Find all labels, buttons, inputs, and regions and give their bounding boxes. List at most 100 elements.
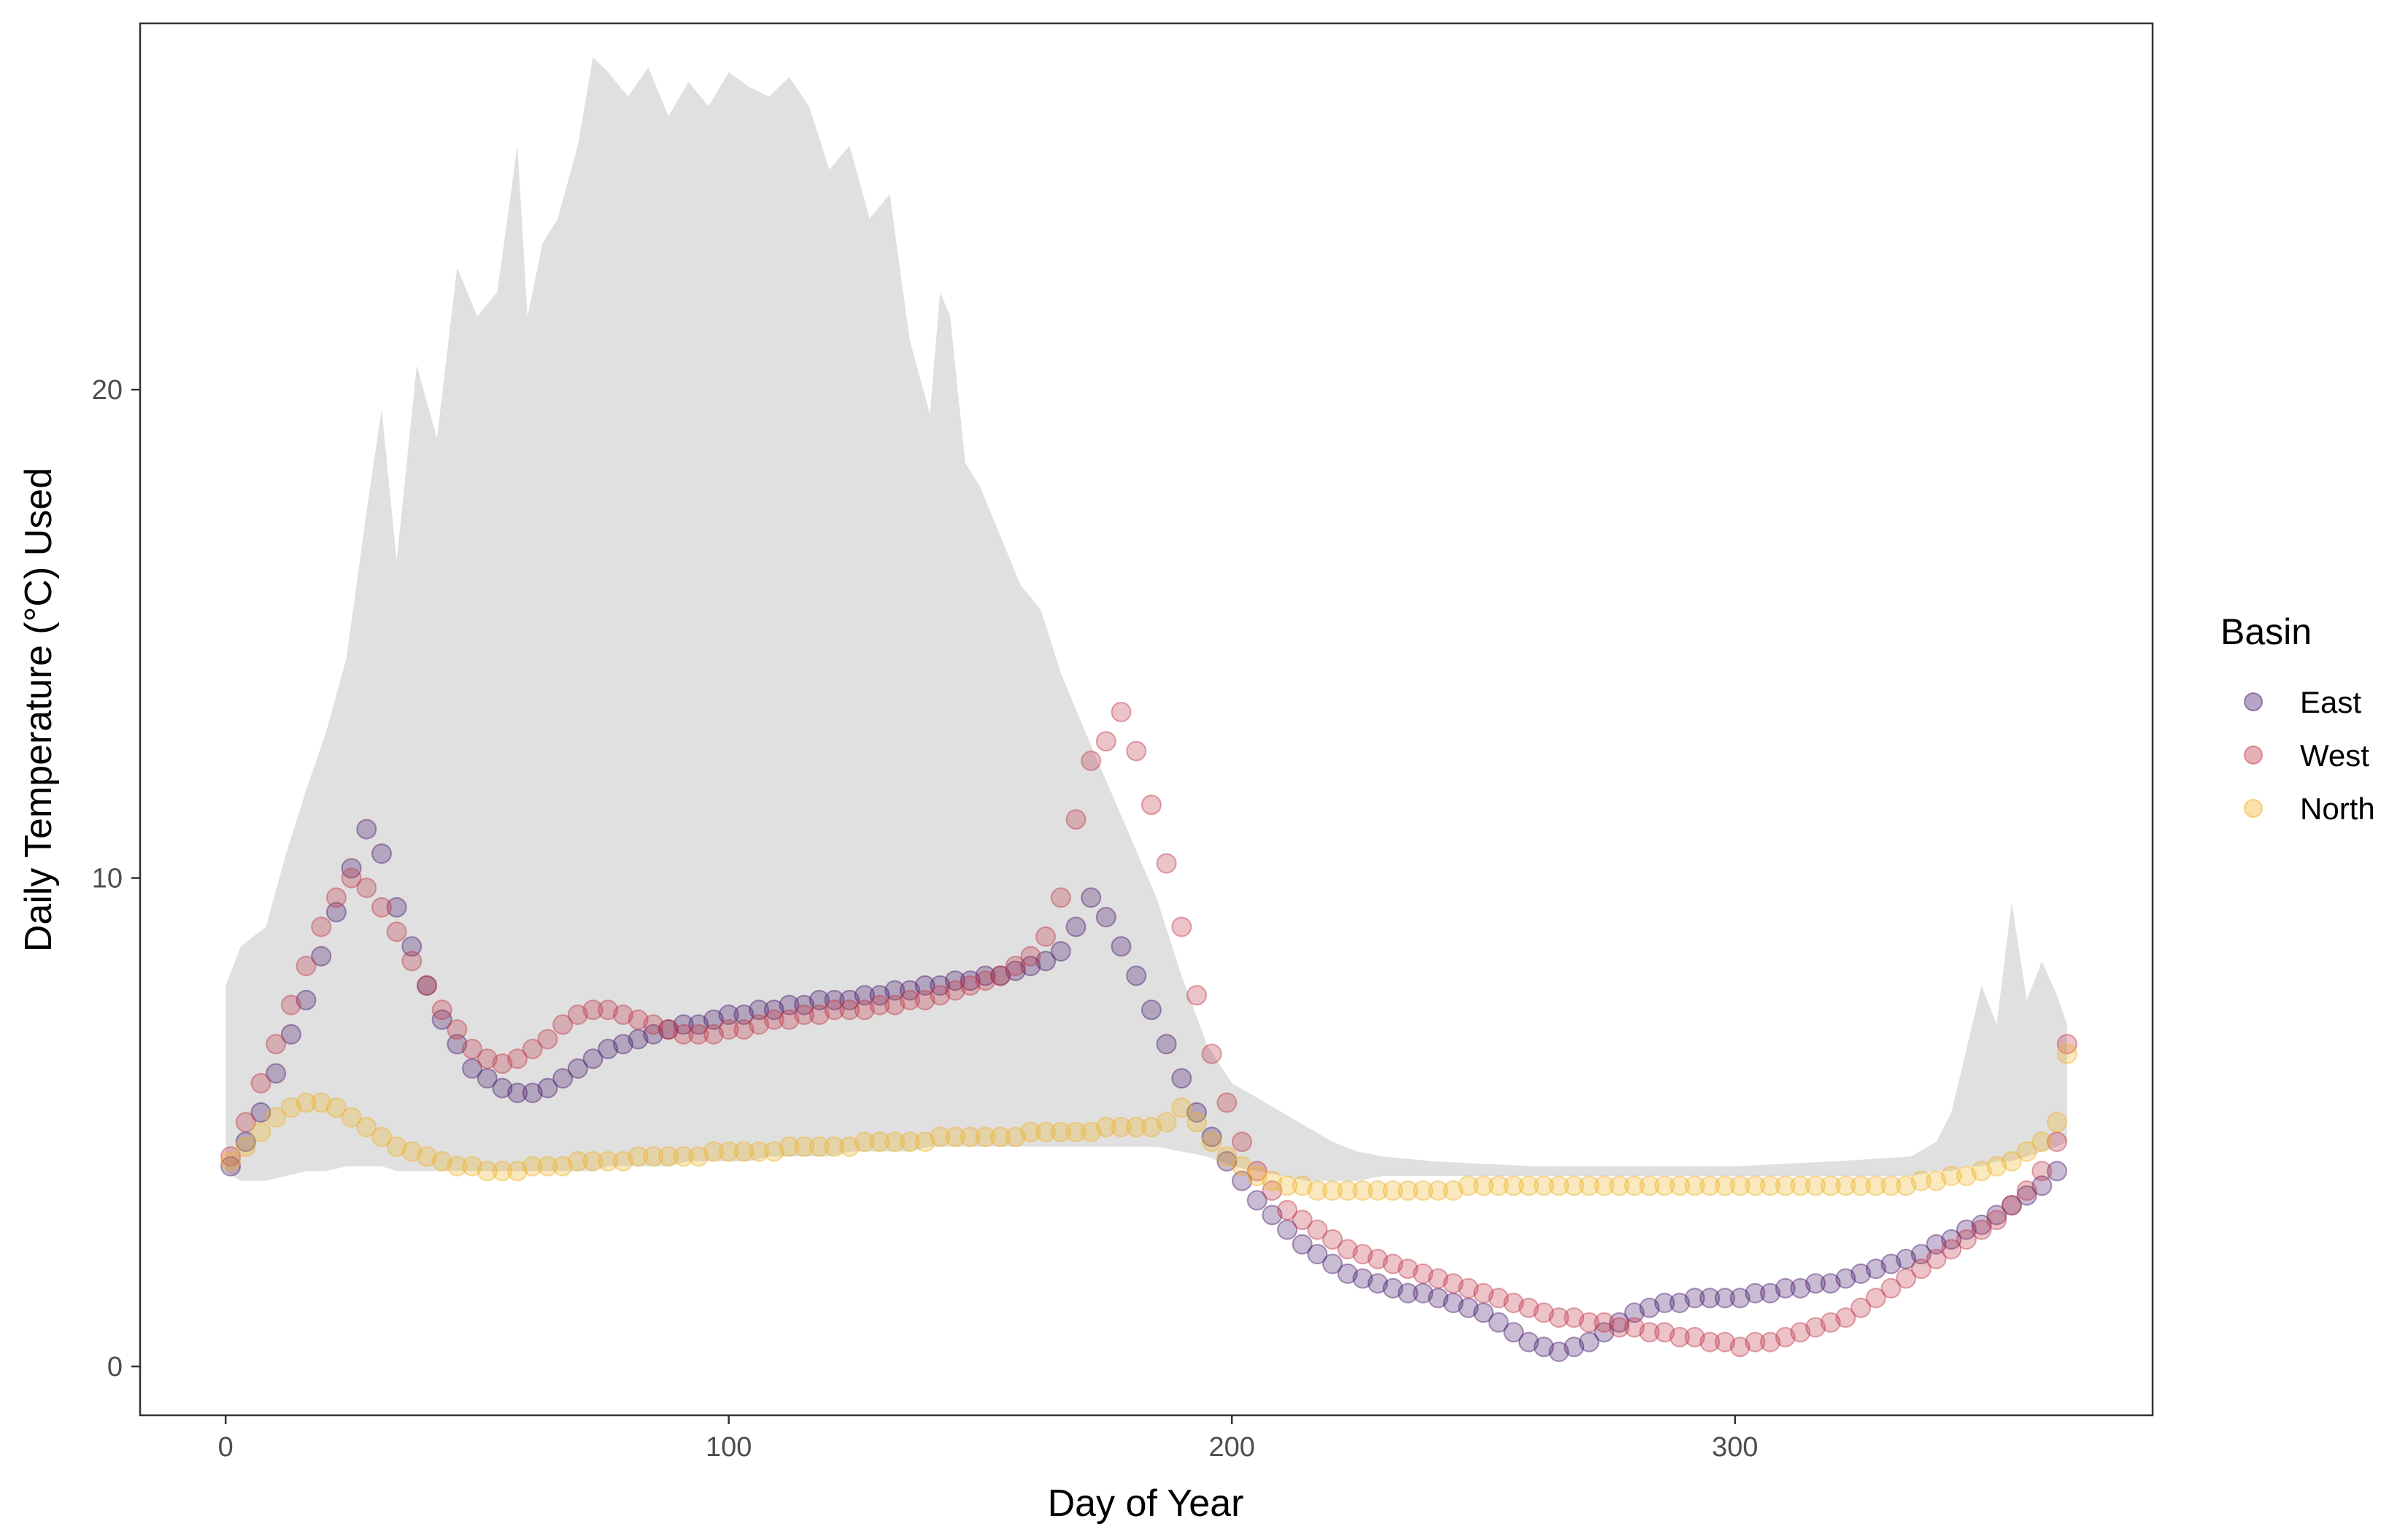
- data-point: [869, 994, 890, 1015]
- data-point: [1760, 1175, 1780, 1196]
- data-point: [1292, 1234, 1313, 1255]
- data-point: [1699, 1331, 1721, 1353]
- data-point: [582, 1150, 603, 1172]
- data-point: [809, 989, 830, 1010]
- data-point: [884, 1131, 906, 1153]
- data-point: [763, 1009, 784, 1030]
- data-point: [1956, 1229, 1977, 1250]
- data-point: [311, 916, 332, 937]
- data-point: [1578, 1331, 1599, 1353]
- data-point: [1397, 1258, 1419, 1280]
- data-point: [1805, 1273, 1826, 1294]
- data-point: [598, 1038, 619, 1059]
- series-north: [220, 1043, 2077, 1201]
- data-point: [371, 897, 392, 918]
- data-point: [1745, 1331, 1766, 1353]
- data-point: [1639, 1175, 1660, 1196]
- data-point: [1714, 1175, 1735, 1196]
- data-point: [1488, 1312, 1509, 1333]
- data-point: [930, 985, 951, 1006]
- data-point: [1065, 809, 1087, 830]
- data-point: [2056, 1034, 2077, 1055]
- data-point: [1186, 1112, 1207, 1133]
- data-point: [612, 1034, 633, 1055]
- data-point: [794, 994, 815, 1015]
- data-point: [567, 1058, 588, 1079]
- data-point: [1805, 1175, 1826, 1196]
- data-point: [749, 999, 770, 1021]
- data-point: [1578, 1312, 1599, 1333]
- data-point: [1775, 1175, 1796, 1196]
- data-point: [1322, 1253, 1343, 1274]
- data-point: [250, 1072, 271, 1094]
- data-point: [1352, 1180, 1373, 1201]
- data-point: [1277, 1219, 1298, 1240]
- data-point: [1232, 1156, 1252, 1177]
- data-point: [476, 1161, 498, 1182]
- data-point: [220, 1146, 242, 1167]
- data-point: [945, 980, 965, 1001]
- data-point: [356, 878, 377, 898]
- data-point: [884, 980, 906, 1001]
- data-point: [1141, 1117, 1162, 1137]
- data-point: [1835, 1175, 1856, 1196]
- data-point: [1262, 1204, 1283, 1226]
- data-point: [1427, 1180, 1448, 1201]
- data-point: [1669, 1175, 1690, 1196]
- data-point: [960, 1126, 981, 1148]
- data-point: [1729, 1336, 1751, 1358]
- x-axis: 0 100 200 300: [218, 1415, 1758, 1463]
- data-point: [1352, 1268, 1373, 1289]
- data-point: [1246, 1190, 1267, 1211]
- data-point: [733, 1141, 755, 1162]
- x-tick-label: 100: [706, 1432, 752, 1463]
- data-point: [522, 1083, 543, 1104]
- data-point: [1262, 1170, 1283, 1191]
- data-point: [1910, 1258, 1932, 1280]
- data-point: [522, 1038, 543, 1059]
- data-point: [1397, 1283, 1419, 1304]
- data-point: [839, 989, 860, 1010]
- data-point: [1805, 1317, 1826, 1338]
- data-point: [582, 1048, 603, 1069]
- data-point: [1005, 1126, 1026, 1148]
- data-point: [1835, 1268, 1856, 1289]
- data-point: [1081, 887, 1102, 908]
- data-point: [2047, 1131, 2067, 1153]
- data-point: [552, 1156, 574, 1177]
- data-point: [325, 887, 347, 908]
- data-point: [431, 1009, 452, 1030]
- data-point: [1065, 1121, 1087, 1142]
- data-point: [1503, 1322, 1524, 1343]
- data-point: [1941, 1166, 1962, 1186]
- data-point: [960, 975, 981, 996]
- data-point: [1367, 1248, 1389, 1269]
- data-point: [794, 1005, 815, 1025]
- data-point: [371, 1126, 392, 1148]
- data-point: [1760, 1331, 1780, 1353]
- data-point: [1518, 1175, 1539, 1196]
- data-point: [1216, 1146, 1238, 1167]
- y-axis: 0 10 20: [92, 375, 140, 1382]
- data-point: [220, 1150, 242, 1172]
- data-point: [1307, 1244, 1328, 1265]
- data-point: [1488, 1175, 1509, 1196]
- data-point: [1413, 1180, 1434, 1201]
- data-point: [1956, 1219, 1977, 1240]
- data-point: [1503, 1175, 1524, 1196]
- data-point: [266, 1107, 287, 1128]
- y-tick-label: 10: [92, 864, 123, 894]
- data-point: [492, 1161, 513, 1182]
- legend: Basin East West North: [2220, 611, 2375, 826]
- data-point: [1216, 1092, 1238, 1113]
- data-point: [492, 1078, 513, 1099]
- data-point: [658, 1019, 679, 1040]
- data-point: [1851, 1297, 1872, 1318]
- data-point: [552, 1014, 574, 1035]
- data-point: [703, 1009, 724, 1030]
- data-point: [1277, 1175, 1298, 1196]
- data-point: [2047, 1112, 2067, 1133]
- data-point: [417, 975, 437, 996]
- data-point: [1337, 1239, 1358, 1260]
